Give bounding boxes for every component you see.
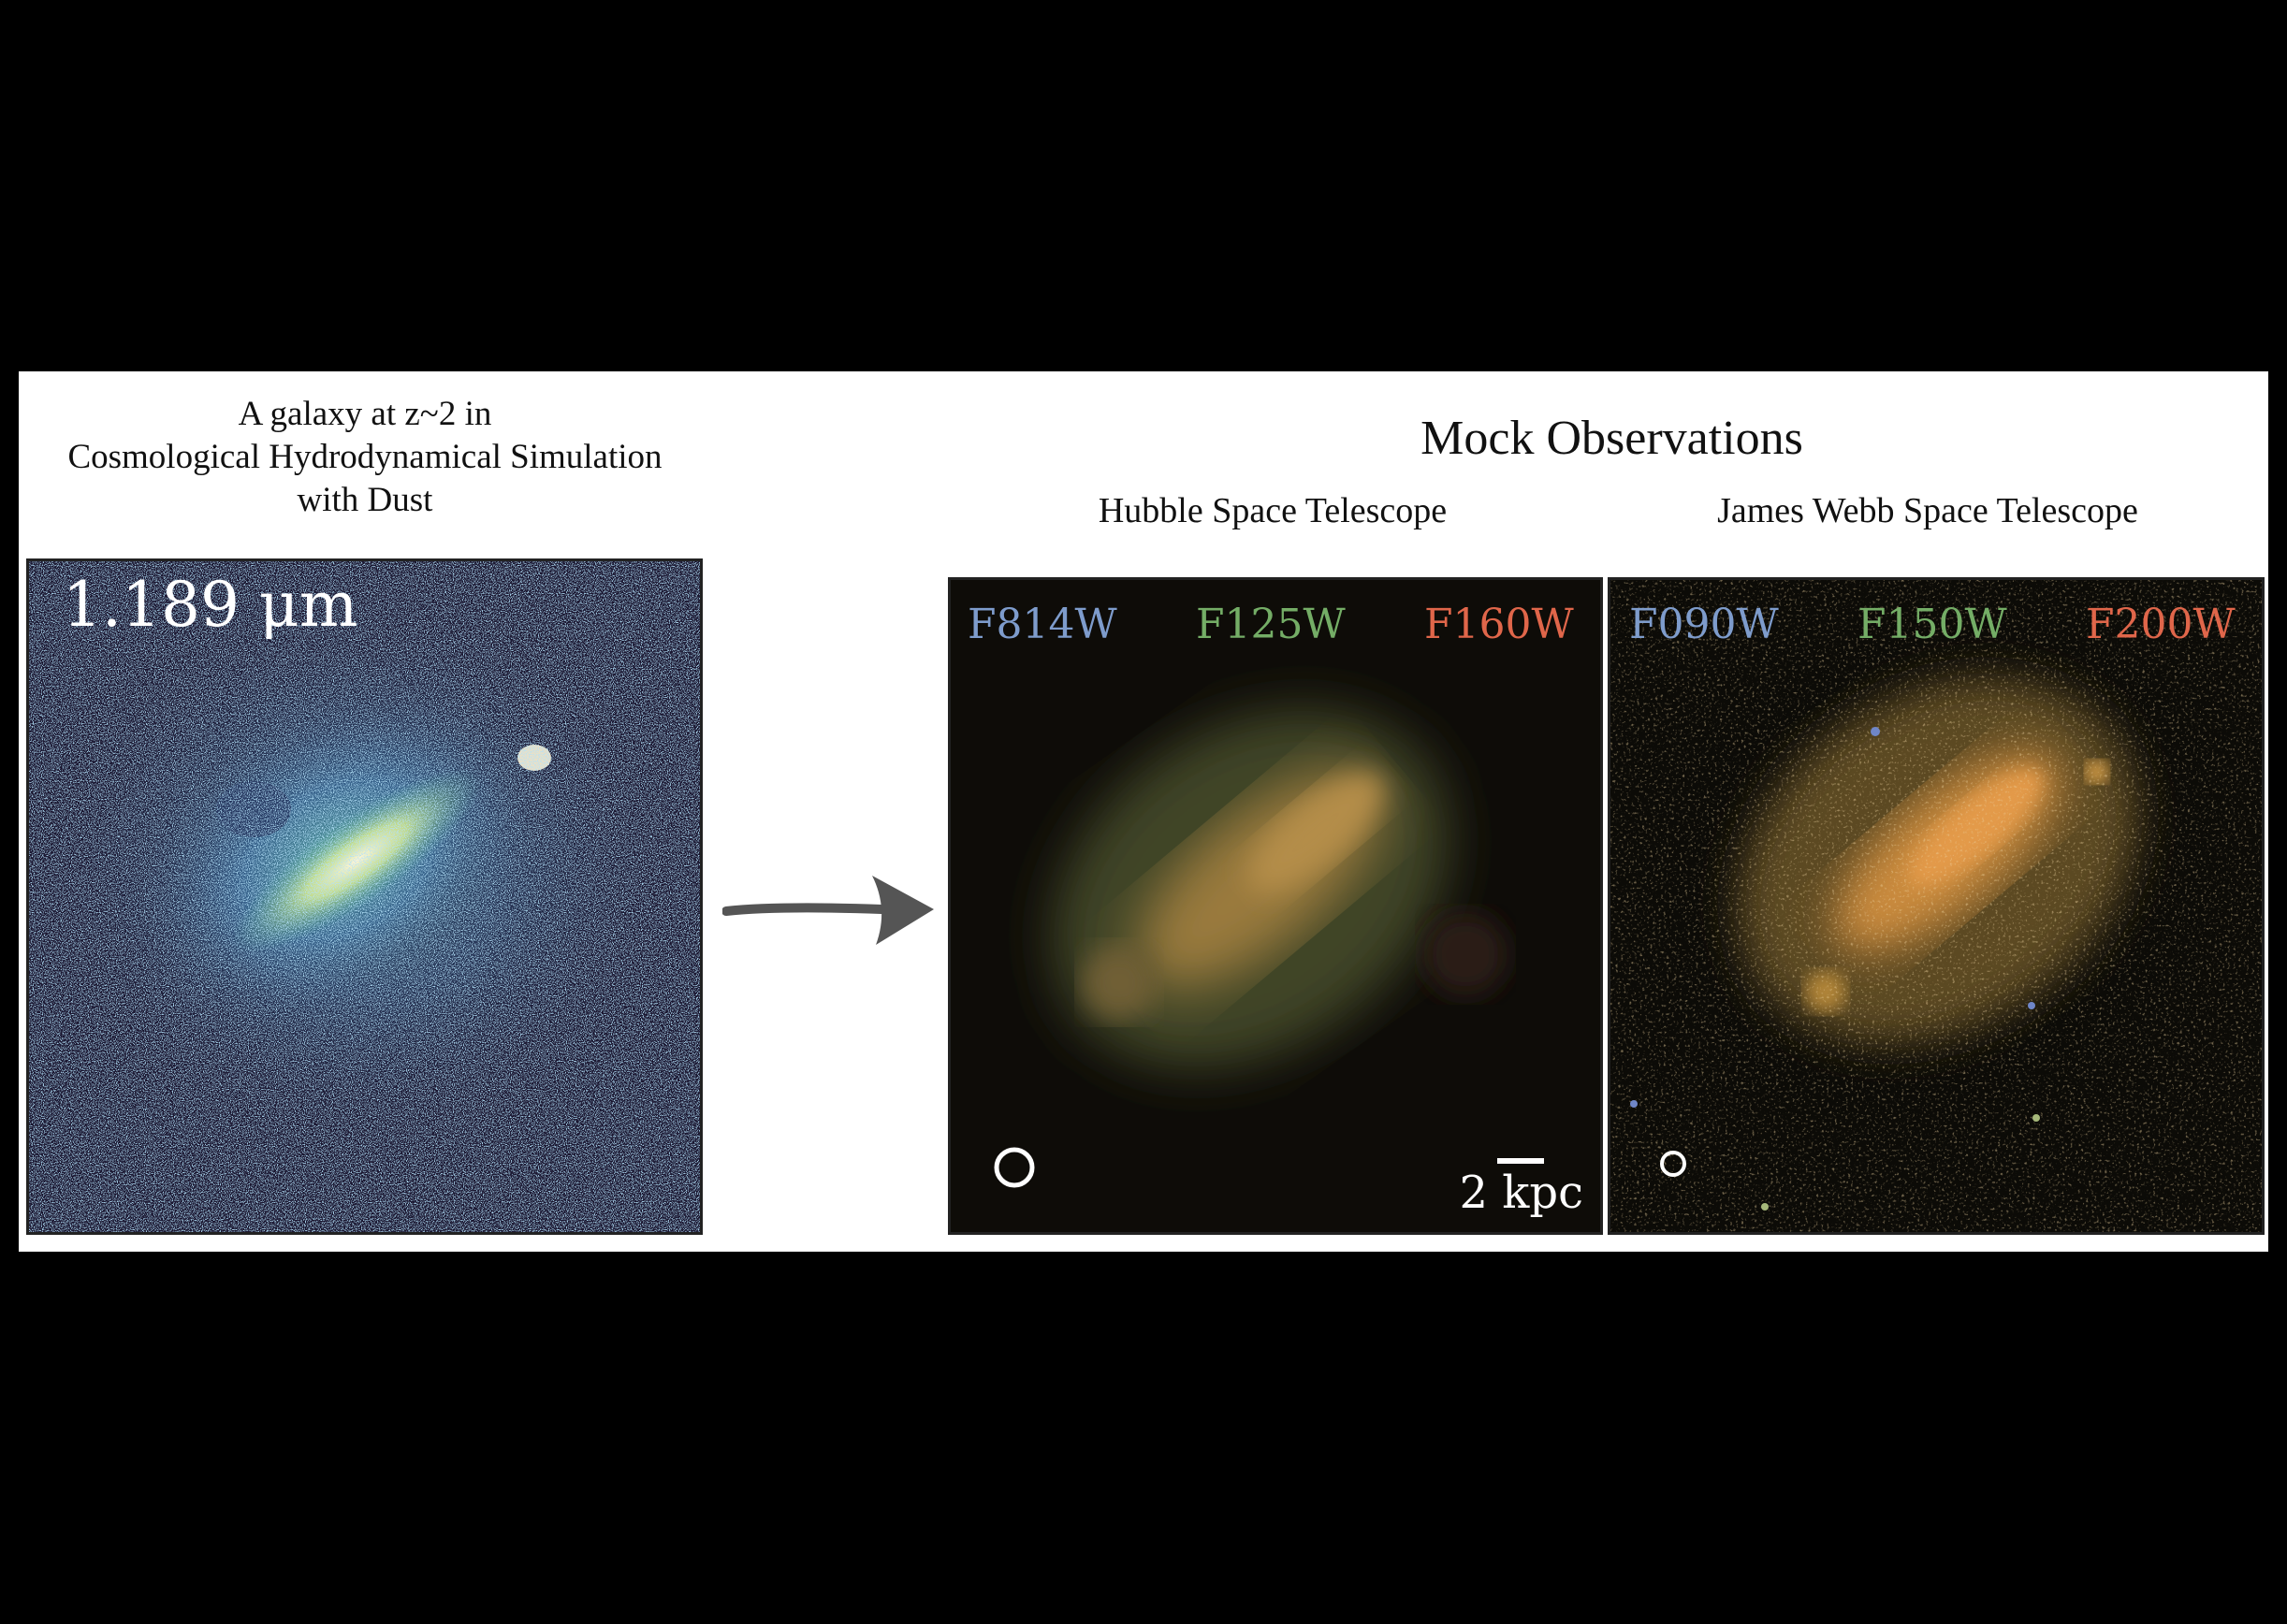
simulation-caption-line-2: Cosmological Hydrodynamical Simulation [67, 438, 663, 476]
simulation-image: 1.189 μm [26, 558, 703, 1235]
simulation-caption: A galaxy at z~2 in Cosmological Hydrodyn… [19, 393, 711, 522]
hst-filter-2: F125W [1196, 601, 1346, 648]
hst-filter-3: F160W [1424, 601, 1574, 648]
jwst-image: F090W F150W F200W [1608, 577, 2265, 1235]
hst-image: F814W F125W F160W 2 kpc [948, 577, 1603, 1235]
wavelength-label: 1.189 μm [63, 569, 358, 641]
jwst-filter-3: F200W [2086, 601, 2236, 648]
psf-circle-icon [994, 1147, 1035, 1188]
psf-circle-icon [1660, 1151, 1686, 1177]
jwst-heading: James Webb Space Telescope [1717, 491, 2138, 530]
simulation-galaxy-render [29, 561, 700, 1232]
hst-galaxy-render [951, 580, 1600, 1232]
scale-label: 2 kpc [1459, 1167, 1584, 1219]
jwst-galaxy-render [1610, 580, 2262, 1232]
jwst-filter-1: F090W [1629, 601, 1779, 648]
figure-panel: A galaxy at z~2 in Cosmological Hydrodyn… [19, 371, 2268, 1252]
right-arrow-icon [722, 876, 934, 945]
mock-observations-title: Mock Observations [1420, 412, 1803, 465]
simulation-caption-line-1: A galaxy at z~2 in [238, 395, 492, 433]
jwst-filter-2: F150W [1857, 601, 2007, 648]
simulation-caption-line-3: with Dust [297, 481, 433, 519]
scale-bar [1497, 1158, 1544, 1164]
hst-heading: Hubble Space Telescope [1098, 491, 1448, 530]
hst-filter-1: F814W [968, 601, 1117, 648]
